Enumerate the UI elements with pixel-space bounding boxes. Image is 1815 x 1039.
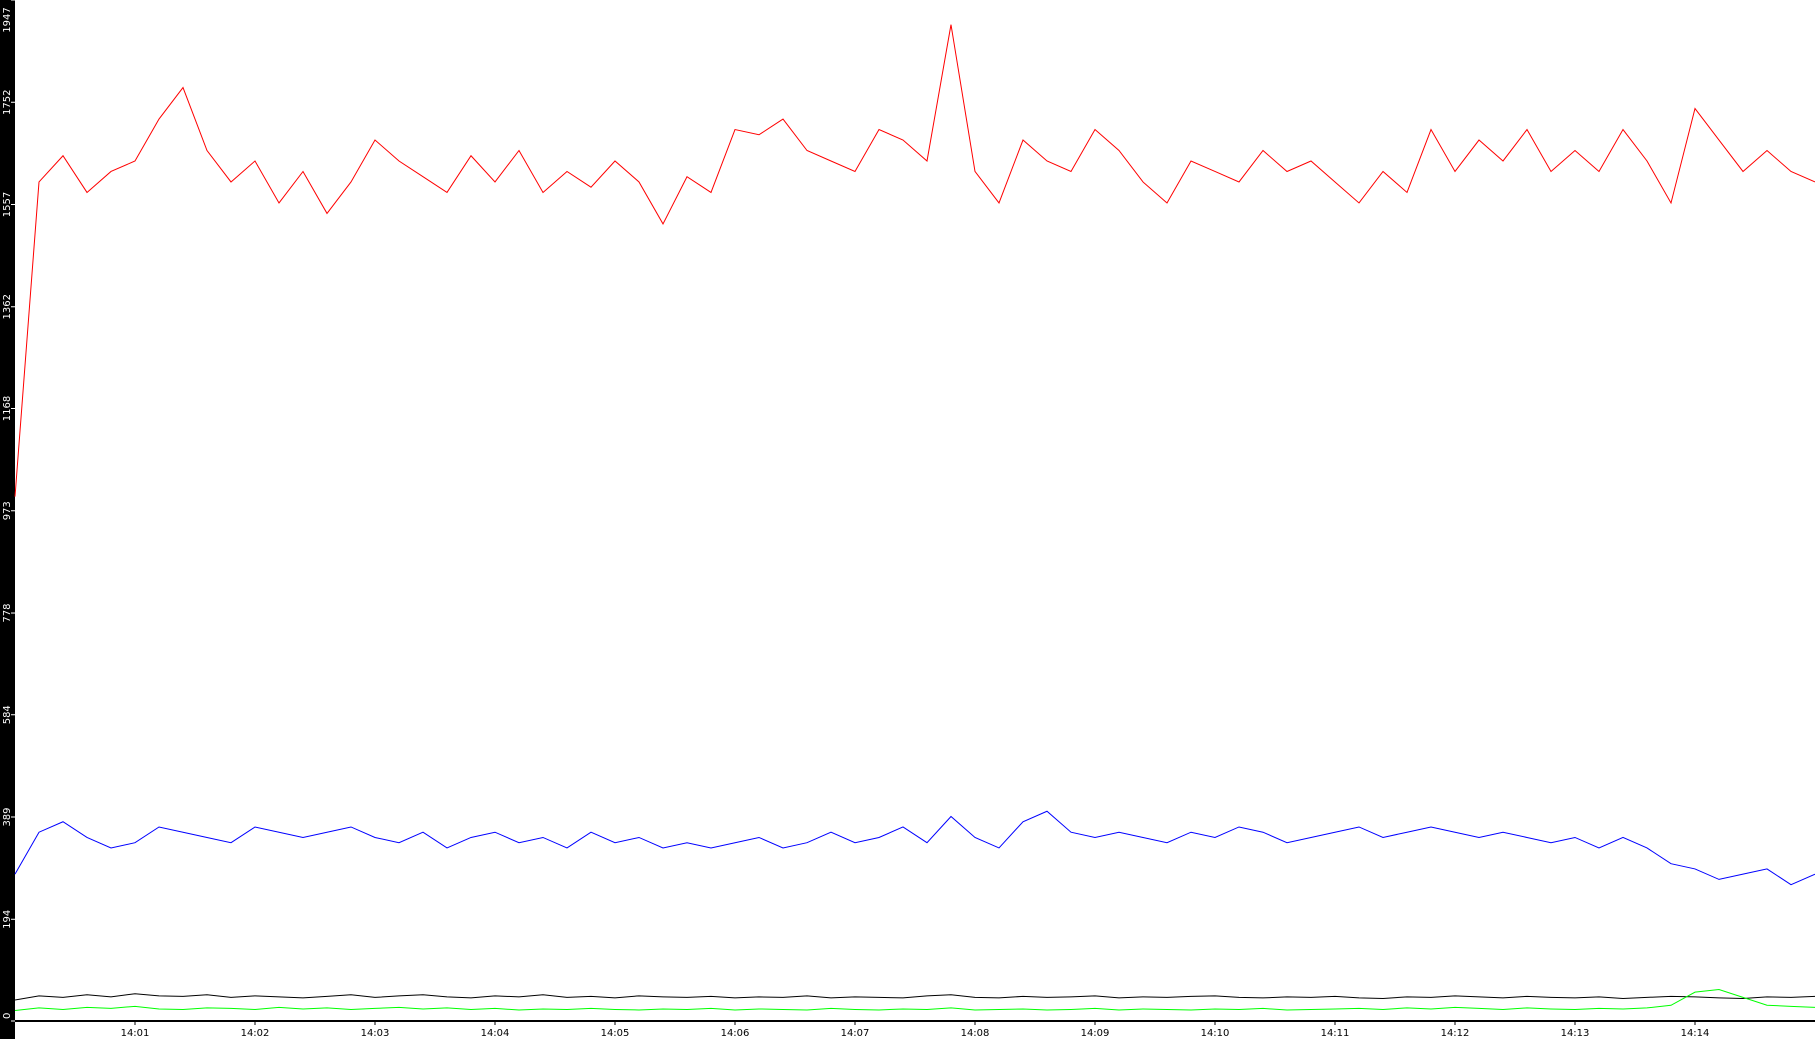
series-line (14, 993, 1815, 1001)
series-line (14, 989, 1815, 1012)
y-tick-label: 194 (2, 910, 13, 929)
y-tick-label: 1557 (2, 192, 13, 217)
x-tick-label: 14:10 (1201, 1028, 1230, 1039)
y-tick-label: 0 (2, 1013, 13, 1019)
x-tick-label: 14:08 (961, 1028, 990, 1039)
x-tick-label: 14:09 (1081, 1028, 1110, 1039)
series-line (14, 810, 1815, 886)
y-tick-label: 584 (2, 705, 13, 724)
x-tick-label: 14:06 (721, 1028, 750, 1039)
y-tick-label: 389 (2, 807, 13, 826)
x-tick-label: 14:02 (241, 1028, 270, 1039)
x-tick-label: 14:04 (481, 1028, 510, 1039)
x-tick-label: 14:07 (841, 1028, 870, 1039)
x-tick-label: 14:11 (1321, 1028, 1350, 1039)
y-tick-label: 1752 (2, 90, 13, 115)
y-tick-label: 1168 (2, 396, 13, 421)
y-tick-label: 973 (2, 501, 13, 520)
x-tick-label: 14:13 (1561, 1028, 1590, 1039)
y-axis-bar (0, 0, 15, 1039)
y-tick-label: 1362 (2, 294, 13, 319)
x-tick-label: 14:03 (361, 1028, 390, 1039)
x-tick-label: 14:14 (1681, 1028, 1710, 1039)
series-line (14, 24, 1815, 497)
y-tick-label: 778 (2, 603, 13, 622)
x-tick-label: 14:01 (121, 1028, 150, 1039)
x-tick-label: 14:12 (1441, 1028, 1470, 1039)
x-tick-label: 14:05 (601, 1028, 630, 1039)
y-tick-label: 1947 (2, 7, 13, 32)
